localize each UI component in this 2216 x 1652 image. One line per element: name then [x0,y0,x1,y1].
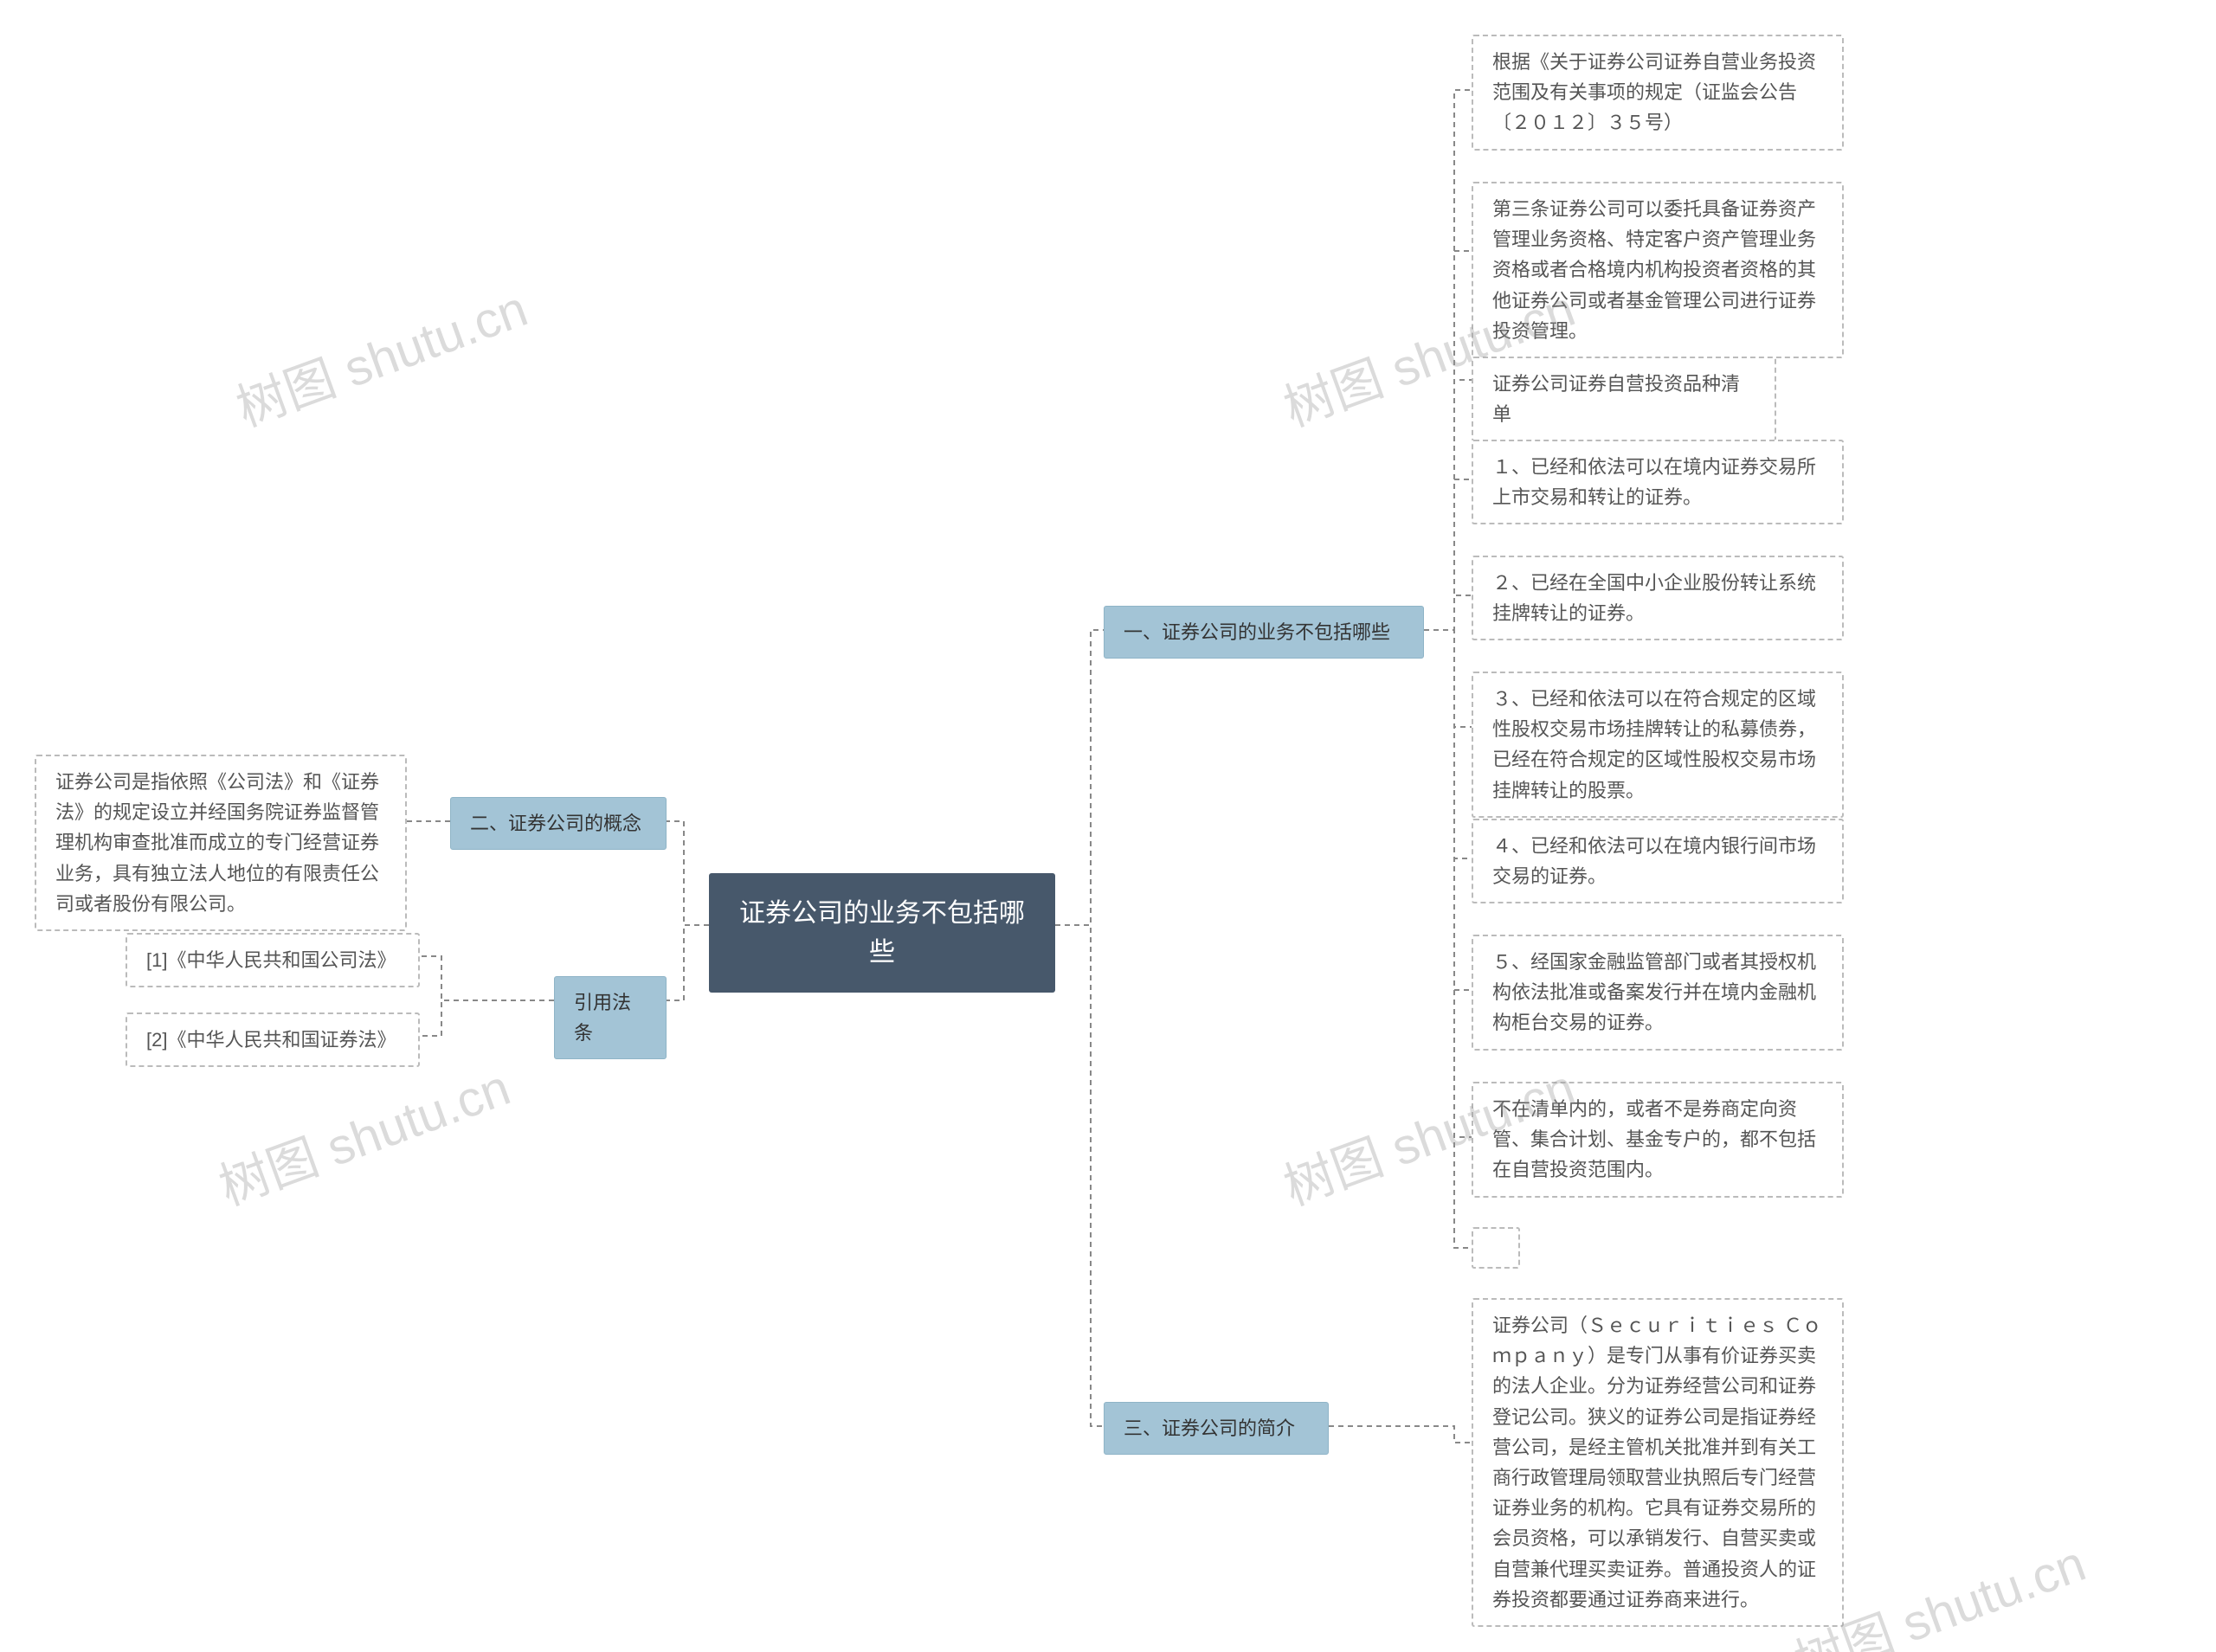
leaf-text: ２、已经在全国中小企业股份转让系统挂牌转让的证券。 [1492,572,1816,624]
root-node[interactable]: 证券公司的业务不包括哪些 [709,873,1055,993]
leaf-text: 不在清单内的，或者不是券商定向资管、集合计划、基金专户的，都不包括在自营投资范围… [1492,1098,1816,1180]
leaf-text: 证券公司（Ｓｅｃｕｒｉｔｉｅｓ Ｃｏｍｐａｎｙ）是专门从事有价证券买卖的法人企业… [1492,1315,1821,1610]
root-label: 证券公司的业务不包括哪些 [739,899,1025,967]
leaf-text: [2]《中华人民共和国证券法》 [146,1029,396,1051]
branch-node-1[interactable]: 一、证券公司的业务不包括哪些 [1104,606,1424,659]
watermark: 树图 shutu.cn [208,1047,519,1219]
leaf-text: ４、已经和依法可以在境内银行间市场交易的证券。 [1492,835,1816,887]
leaf-node[interactable]: ２、已经在全国中小企业股份转让系统挂牌转让的证券。 [1472,556,1844,640]
branch-node-ref[interactable]: 引用法条 [554,976,667,1059]
leaf-text: 根据《关于证券公司证券自营业务投资范围及有关事项的规定（证监会公告〔２０１２〕３… [1492,51,1816,133]
leaf-text: １、已经和依法可以在境内证券交易所上市交易和转让的证券。 [1492,456,1816,508]
leaf-node[interactable]: １、已经和依法可以在境内证券交易所上市交易和转让的证券。 [1472,440,1844,524]
leaf-node[interactable]: 证券公司是指依照《公司法》和《证券法》的规定设立并经国务院证券监督管理机构审查批… [35,755,407,931]
leaf-node-empty[interactable] [1472,1227,1520,1269]
branch-label: 二、证券公司的概念 [470,813,641,834]
leaf-node[interactable]: 根据《关于证券公司证券自营业务投资范围及有关事项的规定（证监会公告〔２０１２〕３… [1472,35,1844,151]
leaf-node[interactable]: ４、已经和依法可以在境内银行间市场交易的证券。 [1472,819,1844,903]
branch-node-2[interactable]: 二、证券公司的概念 [450,797,667,850]
watermark: 树图 shutu.cn [225,268,536,440]
leaf-node[interactable]: [2]《中华人民共和国证券法》 [126,1012,420,1067]
branch-label: 三、证券公司的简介 [1124,1417,1295,1439]
leaf-node[interactable]: ３、已经和依法可以在符合规定的区域性股权交易市场挂牌转让的私募债券，已经在符合规… [1472,672,1844,818]
leaf-node[interactable]: 证券公司证券自营投资品种清单 [1472,357,1776,441]
branch-node-3[interactable]: 三、证券公司的简介 [1104,1402,1329,1455]
leaf-text: 第三条证券公司可以委托具备证券资产管理业务资格、特定客户资产管理业务资格或者合格… [1492,198,1816,342]
leaf-text: [1]《中华人民共和国公司法》 [146,949,396,971]
leaf-node[interactable]: [1]《中华人民共和国公司法》 [126,933,420,987]
leaf-text: 证券公司证券自营投资品种清单 [1492,373,1740,425]
leaf-node[interactable]: 第三条证券公司可以委托具备证券资产管理业务资格、特定客户资产管理业务资格或者合格… [1472,182,1844,358]
leaf-node[interactable]: 证券公司（Ｓｅｃｕｒｉｔｉｅｓ Ｃｏｍｐａｎｙ）是专门从事有价证券买卖的法人企业… [1472,1298,1844,1627]
branch-label: 一、证券公司的业务不包括哪些 [1124,621,1390,643]
leaf-node[interactable]: 不在清单内的，或者不是券商定向资管、集合计划、基金专户的，都不包括在自营投资范围… [1472,1082,1844,1198]
leaf-text: ５、经国家金融监管部门或者其授权机构依法批准或备案发行并在境内金融机构柜台交易的… [1492,951,1816,1033]
mindmap-canvas: 证券公司的业务不包括哪些 一、证券公司的业务不包括哪些 根据《关于证券公司证券自… [0,0,2216,1652]
branch-label: 引用法条 [574,992,631,1044]
leaf-text: 证券公司是指依照《公司法》和《证券法》的规定设立并经国务院证券监督管理机构审查批… [55,771,379,915]
leaf-text: ３、已经和依法可以在符合规定的区域性股权交易市场挂牌转让的私募债券，已经在符合规… [1492,688,1816,801]
leaf-node[interactable]: ５、经国家金融监管部门或者其授权机构依法批准或备案发行并在境内金融机构柜台交易的… [1472,935,1844,1051]
